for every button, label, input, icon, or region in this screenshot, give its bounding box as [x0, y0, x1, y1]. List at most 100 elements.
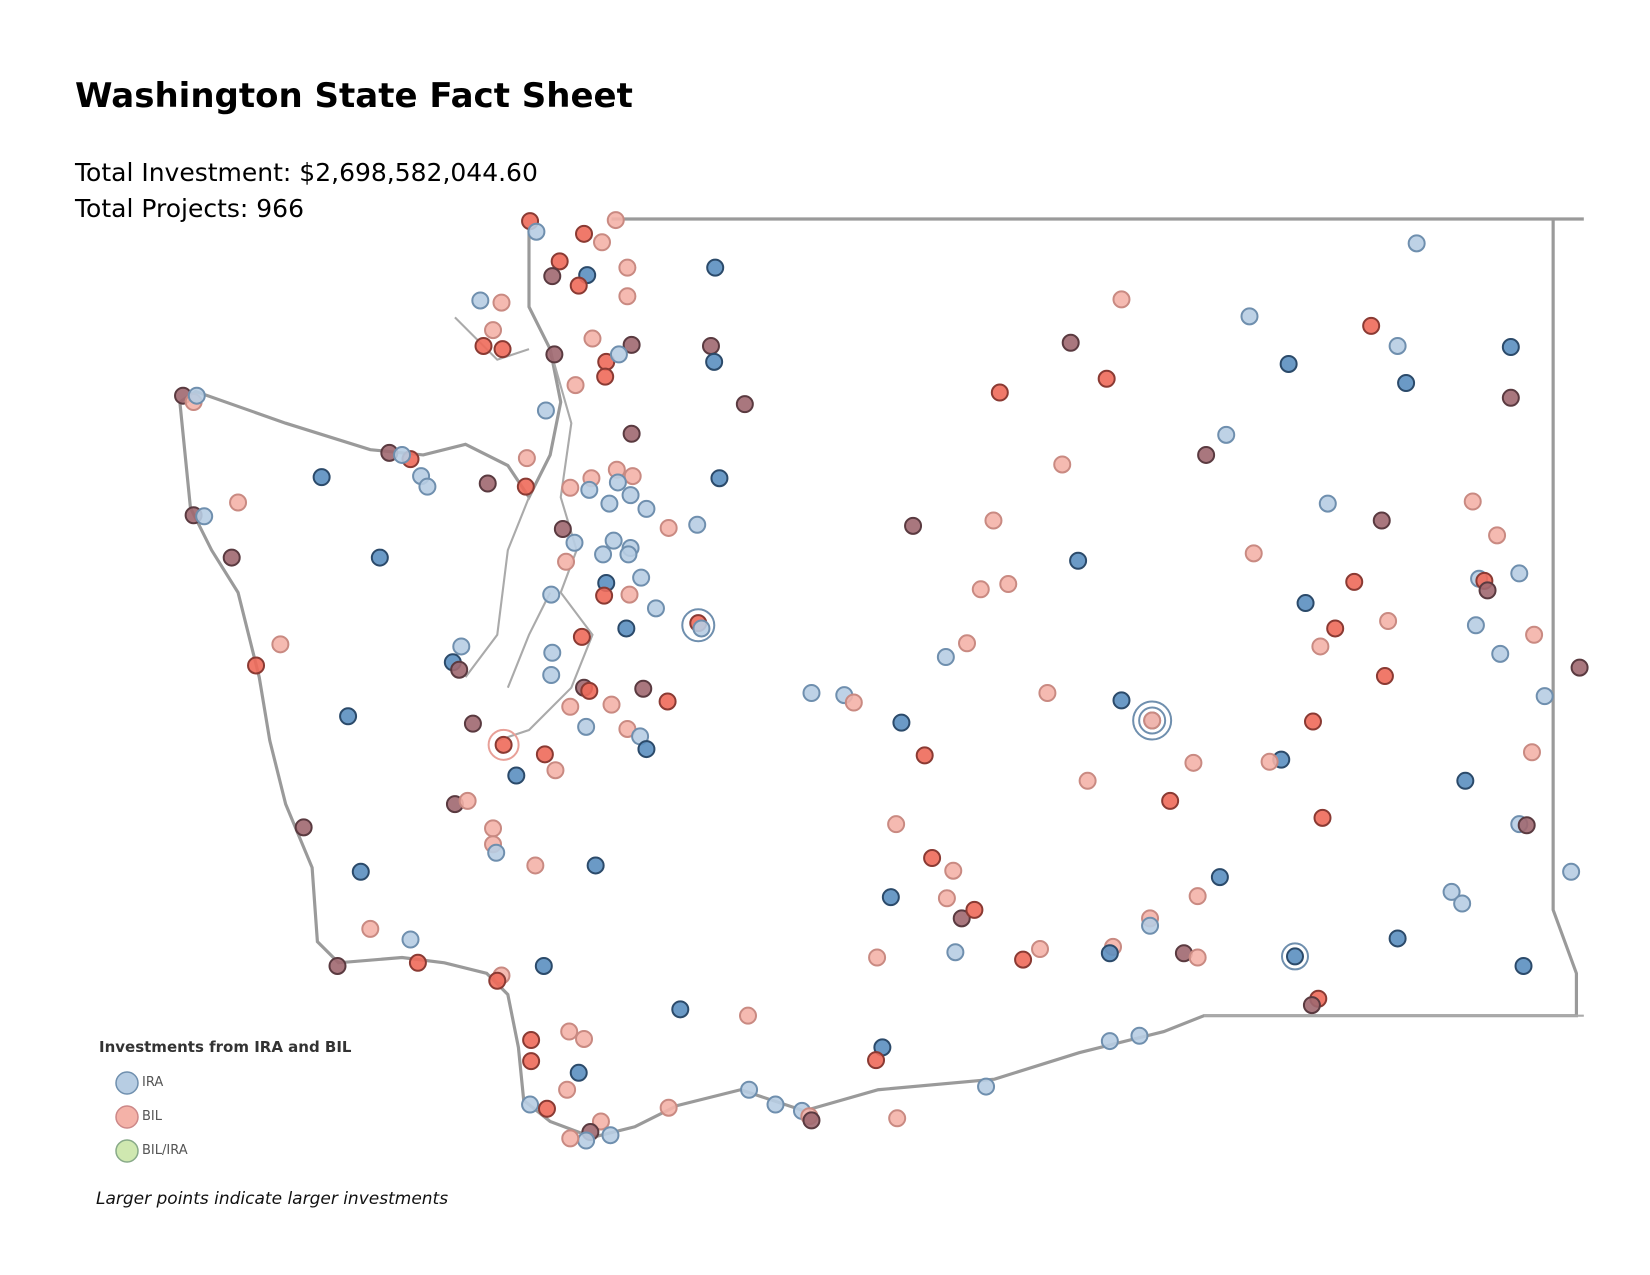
project-point — [370, 548, 389, 567]
project-point — [195, 507, 214, 526]
project-point — [1303, 712, 1322, 731]
project-point — [294, 818, 313, 837]
project-point — [1456, 771, 1475, 790]
project-point — [484, 819, 503, 838]
project-point — [958, 634, 977, 653]
state-outline — [178, 217, 1584, 1140]
project-point — [1061, 333, 1080, 352]
project-point — [637, 499, 656, 518]
project-point — [1014, 950, 1033, 969]
total-projects: Total Projects: 966 — [75, 194, 304, 223]
project-point — [452, 637, 471, 656]
project-point — [1453, 894, 1472, 913]
project-point — [591, 1112, 610, 1131]
project-point — [802, 683, 821, 702]
project-point — [526, 856, 545, 875]
project-point — [606, 211, 625, 230]
project-point — [361, 919, 380, 938]
project-point — [1535, 687, 1554, 706]
project-point — [351, 862, 370, 881]
project-point — [1326, 619, 1345, 638]
project-point — [923, 849, 942, 868]
project-point — [621, 486, 640, 505]
project-point — [1514, 956, 1533, 975]
project-point — [887, 815, 906, 834]
project-point — [593, 233, 612, 252]
project-point — [802, 1111, 821, 1130]
project-point — [1240, 307, 1259, 326]
project-point — [999, 575, 1018, 594]
legend-note: Larger points indicate larger investment… — [96, 1189, 449, 1209]
project-ring — [681, 608, 716, 643]
project-point — [1100, 1032, 1119, 1051]
project-point — [618, 258, 637, 277]
project-point — [517, 449, 536, 468]
project-point — [521, 1095, 540, 1114]
project-point — [575, 224, 594, 243]
project-point — [550, 252, 569, 271]
project-point — [1038, 683, 1057, 702]
legend-label: BIL/IRA — [142, 1143, 188, 1158]
project-point — [735, 395, 754, 414]
legend-label: IRA — [142, 1075, 164, 1090]
project-point — [1407, 234, 1426, 253]
project-point — [623, 467, 642, 486]
project-point — [1562, 862, 1581, 881]
project-ring — [1138, 706, 1167, 735]
project-ring — [487, 728, 520, 761]
project-point — [1130, 1026, 1149, 1045]
project-point — [271, 635, 290, 654]
project-point — [339, 707, 358, 726]
project-point — [1100, 944, 1119, 963]
project-point — [1517, 816, 1536, 835]
project-point — [543, 267, 562, 286]
project-point — [572, 627, 591, 646]
project-point — [766, 1095, 785, 1114]
project-point — [937, 889, 956, 908]
project-point — [705, 352, 724, 371]
project-point — [1217, 425, 1236, 444]
project-ring — [1280, 942, 1309, 971]
project-point — [658, 692, 677, 711]
project-point — [494, 735, 513, 754]
project-point — [867, 1051, 886, 1070]
project-point — [1031, 940, 1050, 959]
project-point — [492, 293, 511, 312]
project-point — [565, 533, 584, 552]
project-point — [561, 478, 580, 497]
project-point — [247, 656, 266, 675]
project-point — [522, 1052, 541, 1071]
project-point — [595, 586, 614, 605]
project-point — [1463, 492, 1482, 511]
project-point — [546, 761, 565, 780]
title: Washington State Fact Sheet — [75, 76, 633, 116]
project-point — [1397, 373, 1416, 392]
project-point — [418, 477, 437, 496]
project-point — [516, 477, 535, 496]
project-point — [1260, 752, 1279, 771]
project-point — [1188, 948, 1207, 967]
project-point — [984, 511, 1003, 530]
project-point — [1188, 887, 1207, 906]
project-point — [493, 340, 512, 359]
project-point — [1478, 581, 1497, 600]
project-point — [659, 518, 678, 537]
project-point — [577, 1131, 596, 1150]
project-point — [601, 1126, 620, 1145]
project-point — [1466, 616, 1485, 635]
project-point — [393, 445, 412, 464]
project-point — [1379, 612, 1398, 631]
project-point — [608, 473, 627, 492]
project-point — [619, 545, 638, 564]
project-points — [174, 211, 1589, 1150]
project-point — [408, 953, 427, 972]
project-point — [659, 1098, 678, 1117]
project-point — [609, 345, 628, 364]
project-point — [1161, 791, 1180, 810]
project-point — [596, 367, 615, 386]
project-point — [1491, 644, 1510, 663]
project-point — [1184, 753, 1203, 772]
project-point — [558, 1080, 577, 1099]
project-point — [580, 681, 599, 700]
